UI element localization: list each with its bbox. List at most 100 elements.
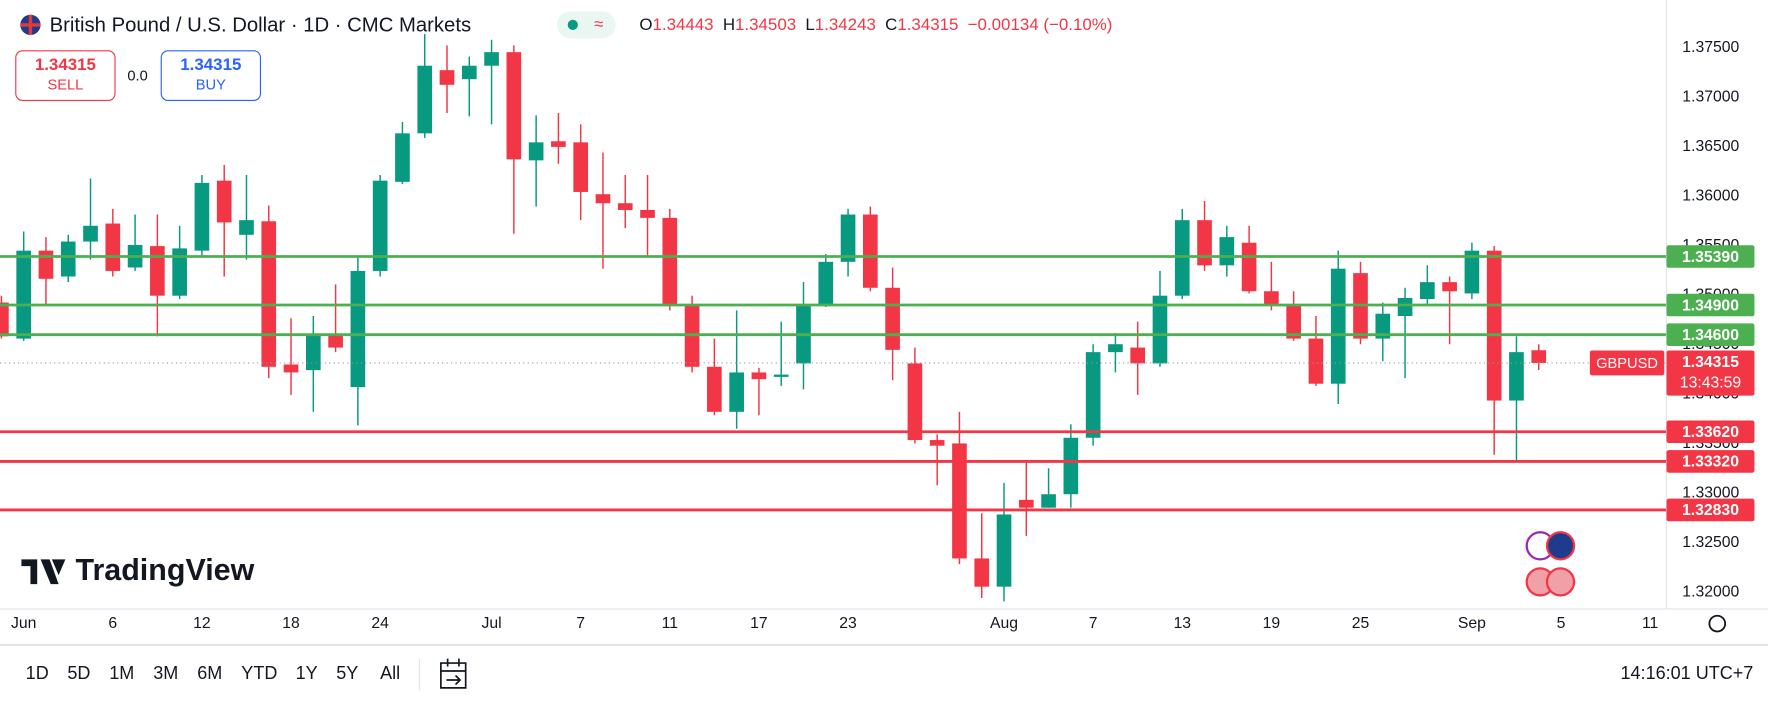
candle-body <box>439 70 455 85</box>
x-tick-label: 19 <box>1263 615 1281 632</box>
y-tick-label: 1.36000 <box>1682 187 1739 204</box>
candle-body <box>907 363 923 441</box>
candle-body <box>484 52 499 66</box>
candle-body <box>239 220 254 235</box>
candle-body <box>506 52 522 160</box>
logo-text: TradingView <box>76 553 255 587</box>
spread: 0.0 <box>127 69 147 85</box>
x-tick-label: Jun <box>11 615 36 632</box>
watermark: TradingView <box>21 553 255 587</box>
range-button[interactable]: 5D <box>67 663 90 683</box>
candle-body <box>283 364 299 373</box>
candle-body <box>105 223 121 271</box>
y-tick-label: 1.32500 <box>1682 534 1739 551</box>
level-tag <box>1666 245 1755 268</box>
ohlc-value: 1.34503 <box>735 15 796 34</box>
bottom-toolbar: 1D 5D 1M 3M 6M YTD 1Y 5Y All <box>26 663 400 683</box>
level-tag-label: 1.34600 <box>1682 327 1739 344</box>
candle-body <box>1486 250 1502 401</box>
range-button[interactable]: 3M <box>153 663 178 683</box>
candle-body <box>461 65 477 80</box>
price-tag-value: 1.34315 <box>1682 354 1739 371</box>
candle-body <box>261 221 277 367</box>
sell-price: 1.34315 <box>35 55 96 74</box>
event-icons <box>1525 531 1576 597</box>
settings-button[interactable] <box>1708 614 1727 633</box>
ohlc-label: H <box>723 15 735 34</box>
range-button[interactable]: 1M <box>109 663 134 683</box>
candle-body <box>952 443 967 559</box>
level-tag <box>1666 420 1755 444</box>
ohlc-value: 1.34243 <box>815 15 876 34</box>
candle-body <box>617 203 633 210</box>
change: −0.00134 (−0.10%) <box>968 15 1113 34</box>
ohlc-value: 1.34443 <box>652 15 713 34</box>
candle-body <box>38 250 54 279</box>
range-button[interactable]: 5Y <box>336 663 358 683</box>
candle-body <box>305 334 321 371</box>
candle-body <box>996 514 1012 587</box>
symbol-tag <box>1589 350 1665 376</box>
range-button[interactable]: 6M <box>197 663 222 683</box>
candle-body <box>16 250 32 339</box>
range-button[interactable]: All <box>380 663 400 683</box>
candle-body <box>1018 499 1034 508</box>
x-tick-label: Sep <box>1458 615 1486 632</box>
goto-date-button[interactable] <box>440 658 467 689</box>
candle-body <box>60 241 76 277</box>
x-tick-label: 24 <box>371 615 389 632</box>
x-tick-label: 11 <box>1642 615 1658 632</box>
candle-body <box>773 374 789 377</box>
candle-body <box>751 372 767 380</box>
candle-body <box>1330 268 1346 384</box>
y-tick-label: 1.36500 <box>1682 138 1739 155</box>
candle-body <box>840 214 856 262</box>
candle-body <box>1130 347 1146 364</box>
buy-box[interactable] <box>160 50 262 101</box>
x-tick-label: 7 <box>576 615 585 632</box>
candle-body <box>818 261 834 305</box>
candle-body <box>1509 352 1524 401</box>
candle-body <box>0 302 9 337</box>
sell-button[interactable]: 1.34315 SELL <box>15 50 116 101</box>
candle-body <box>1420 282 1435 300</box>
ohlc-value: 1.34315 <box>897 15 958 34</box>
candle-body <box>1286 304 1301 339</box>
x-tick-label: 11 <box>662 615 678 632</box>
candle-body <box>417 65 433 134</box>
level-tag <box>1666 293 1755 317</box>
x-tick-label: 12 <box>193 615 211 632</box>
buy-label: BUY <box>196 78 226 94</box>
price-tag <box>1666 350 1755 396</box>
candle-body <box>1197 220 1212 266</box>
range-button[interactable]: 1D <box>26 663 49 683</box>
candle-body <box>551 141 566 147</box>
candle-body <box>1531 350 1547 363</box>
x-tick-label: 17 <box>750 615 768 632</box>
x-tick-label: 25 <box>1352 615 1370 632</box>
sell-box[interactable] <box>15 50 116 101</box>
candle-body <box>1085 352 1101 438</box>
candle-body <box>83 225 98 242</box>
candle-body <box>1241 242 1257 292</box>
clock: 14:16:01 UTC+7 <box>1621 663 1754 683</box>
candle-body <box>1174 220 1190 296</box>
range-button[interactable]: YTD <box>241 663 277 683</box>
buy-button[interactable]: 1.34315 BUY <box>160 50 262 101</box>
candle-body <box>372 180 388 271</box>
level-tag-label: 1.33620 <box>1682 424 1739 441</box>
buy-price: 1.34315 <box>180 55 241 74</box>
status-badge[interactable] <box>557 11 616 39</box>
symbol-tag-label: GBPUSD <box>1596 356 1658 372</box>
ohlc-label: O <box>639 15 652 34</box>
candle-body <box>595 194 611 204</box>
candle-body <box>974 558 990 587</box>
x-tick-label: 18 <box>282 615 300 632</box>
range-button[interactable]: 1Y <box>296 663 318 683</box>
plot-area <box>0 34 1667 602</box>
event-icon <box>1545 531 1576 561</box>
level-tag-label: 1.33320 <box>1682 454 1739 471</box>
candle-body <box>150 246 165 296</box>
